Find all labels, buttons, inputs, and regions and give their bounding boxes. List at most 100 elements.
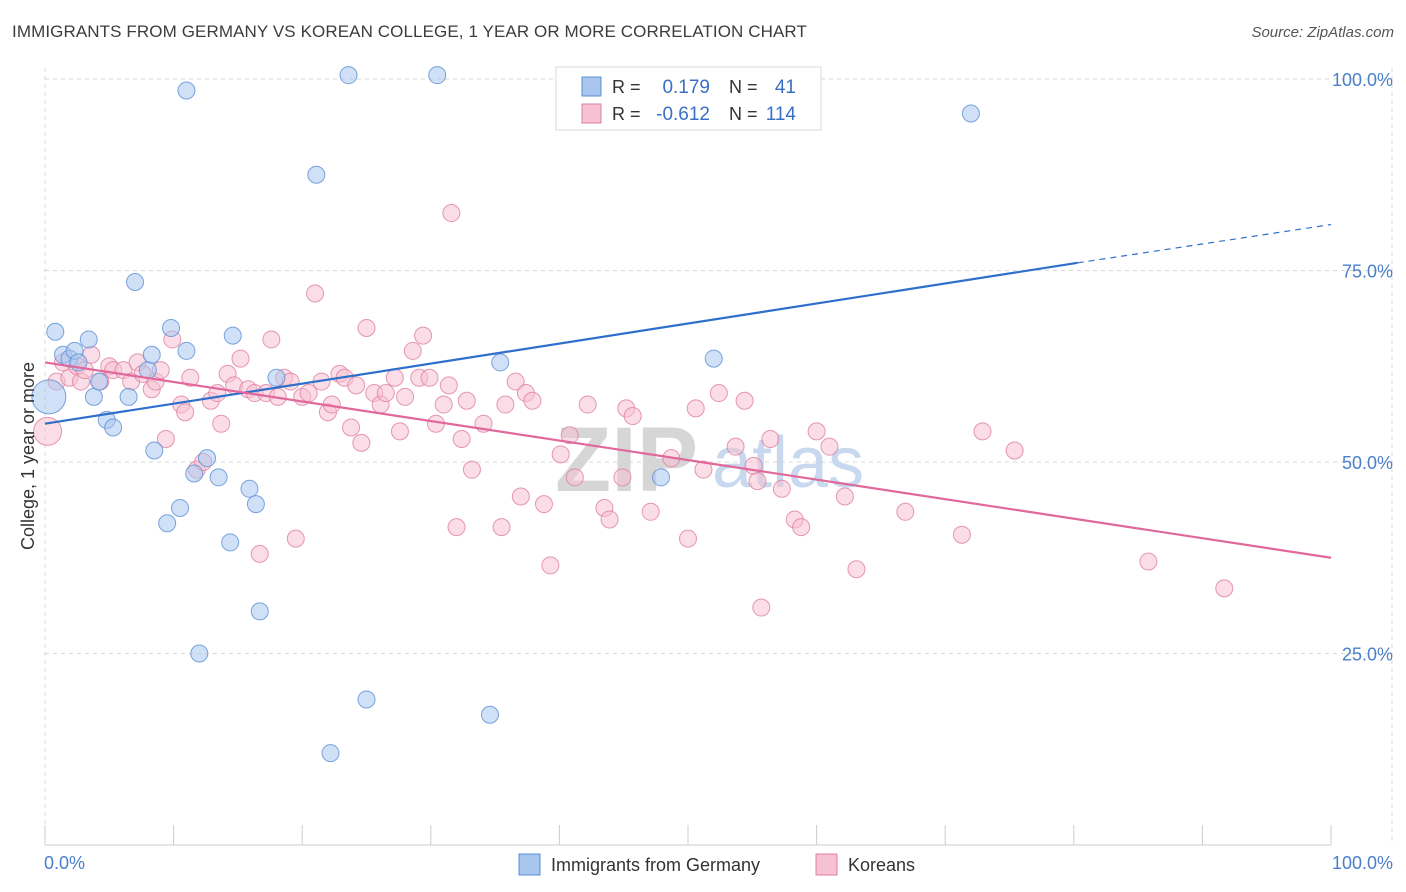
koreans-point — [231, 349, 250, 368]
chart-source: Source: ZipAtlas.com — [1251, 24, 1394, 41]
germany-point — [491, 353, 510, 372]
koreans-point — [492, 518, 511, 537]
koreans-point — [462, 460, 481, 479]
germany-point — [90, 372, 109, 391]
koreans-trend-line — [44, 361, 1332, 559]
koreans-point — [623, 407, 642, 426]
koreans-point — [439, 376, 458, 395]
koreans-point — [896, 502, 915, 521]
germany-point — [31, 379, 67, 415]
koreans-point — [306, 284, 325, 303]
stats-blue-n-value: 41 — [775, 77, 796, 98]
koreans-point — [952, 525, 971, 544]
germany-point — [158, 514, 177, 533]
koreans-point — [792, 518, 811, 537]
germany-point — [162, 318, 181, 337]
germany-point — [104, 418, 123, 437]
y-tick-labels: 25.0% 50.0% 75.0% 100.0% — [1332, 70, 1393, 665]
koreans-point — [709, 384, 728, 403]
germany-point — [246, 495, 265, 514]
stats-blue-n-label: N = — [729, 77, 758, 97]
germany-point — [177, 341, 196, 360]
koreans-point — [396, 387, 415, 406]
koreans-point — [578, 395, 597, 414]
koreans-point — [772, 479, 791, 498]
trend-lines — [44, 223, 1332, 559]
koreans-point — [686, 399, 705, 418]
stats-blue-r-value: 0.179 — [662, 77, 710, 98]
koreans-point — [442, 204, 461, 223]
koreans-point — [807, 422, 826, 441]
grid-lines — [44, 68, 1393, 845]
stats-blue-r-label: R = — [612, 77, 641, 97]
stats-box: R = 0.179 N = 41 R = -0.612 N = 114 — [555, 66, 822, 131]
germany-point — [185, 464, 204, 483]
legend-pink-label: Koreans — [848, 855, 915, 875]
koreans-point — [212, 414, 231, 433]
koreans-point — [390, 422, 409, 441]
y-tick-label: 75.0% — [1342, 262, 1393, 282]
germany-point — [138, 361, 157, 380]
koreans-point — [551, 445, 570, 464]
koreans-point — [352, 433, 371, 452]
x-tick-label-max: 100.0% — [1332, 853, 1393, 873]
y-tick-label: 25.0% — [1342, 645, 1393, 665]
stats-pink-r-value: -0.612 — [656, 104, 710, 125]
koreans-point — [357, 318, 376, 337]
germany-point — [79, 330, 98, 349]
y-tick-label: 100.0% — [1332, 70, 1393, 90]
koreans-point — [33, 416, 63, 446]
koreans-point — [434, 395, 453, 414]
koreans-point — [694, 460, 713, 479]
koreans-point — [511, 487, 530, 506]
koreans-point — [376, 384, 395, 403]
koreans-point — [506, 372, 525, 391]
koreans-point — [641, 502, 660, 521]
germany-point — [357, 690, 376, 709]
koreans-point — [286, 529, 305, 548]
stats-pink-r-label: R = — [612, 104, 641, 124]
germany-point — [961, 104, 980, 123]
germany-point — [145, 441, 164, 460]
koreans-point — [820, 437, 839, 456]
germany-trend-line — [44, 261, 1078, 425]
stats-blue-swatch — [581, 76, 602, 97]
y-axis-label: College, 1 year or more — [18, 362, 38, 550]
koreans-point — [262, 330, 281, 349]
koreans-point — [534, 495, 553, 514]
koreans-point — [560, 426, 579, 445]
x-axis — [44, 825, 1332, 846]
koreans-point — [496, 395, 515, 414]
koreans-point — [420, 368, 439, 387]
koreans-point — [250, 544, 269, 563]
germany-point — [142, 345, 161, 364]
koreans-point — [457, 391, 476, 410]
koreans-point — [1139, 552, 1158, 571]
koreans-point — [403, 341, 422, 360]
germany-point — [126, 272, 145, 291]
germany-point — [267, 368, 286, 387]
germany-point — [171, 498, 190, 517]
germany-point — [119, 387, 138, 406]
koreans-point — [565, 468, 584, 487]
koreans-point — [752, 598, 771, 617]
stats-pink-swatch — [581, 103, 602, 124]
germany-point — [177, 81, 196, 100]
stats-pink-n-value: 114 — [766, 104, 797, 125]
germany-point — [651, 468, 670, 487]
germany-point — [428, 66, 447, 85]
germany-point — [223, 326, 242, 345]
koreans-point — [1005, 441, 1024, 460]
germany-point — [321, 744, 340, 763]
koreans-point — [600, 510, 619, 529]
koreans-point — [679, 529, 697, 548]
koreans-point — [452, 430, 471, 449]
koreans-point — [847, 560, 866, 579]
germany-point — [307, 165, 326, 184]
koreans-point — [761, 430, 780, 449]
germany-point — [339, 66, 358, 85]
koreans-point — [1215, 579, 1234, 598]
koreans-point — [835, 487, 854, 506]
germany-point — [84, 387, 103, 406]
